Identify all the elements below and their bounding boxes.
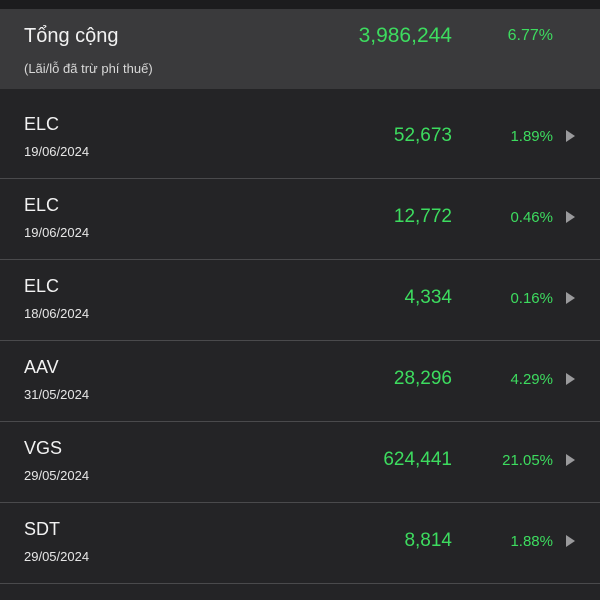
trade-row[interactable]: ELC 19/06/2024 52,673 1.89%: [0, 98, 600, 179]
chevron[interactable]: [566, 373, 575, 385]
profit-percent: 1.88%: [510, 533, 553, 550]
symbol: ELC: [24, 114, 60, 134]
date: 31/05/2024: [24, 387, 90, 402]
summary-title: Tổng cộng: [24, 25, 119, 47]
trade-row[interactable]: VGS 29/05/2024 624,441 21.05%: [0, 422, 600, 503]
profit-amount: 4,334: [404, 287, 452, 308]
chevron[interactable]: [566, 454, 575, 466]
date: 19/06/2024: [24, 144, 90, 159]
profit-percent: 1.89%: [510, 128, 553, 145]
chevron[interactable]: [566, 211, 575, 223]
profit-amount: 624,441: [383, 449, 452, 470]
profit-amount: 12,772: [393, 206, 452, 227]
profit-amount: 8,814: [404, 530, 452, 551]
top-bar: [0, 0, 600, 9]
summary-note: (Lãi/lỗ đã trừ phí thuế): [24, 61, 153, 76]
profit-percent: 0.46%: [510, 209, 553, 226]
summary: Tổng cộng (Lãi/lỗ đã trừ phí thuế) 3,986…: [0, 9, 600, 89]
profit-amount: 52,673: [393, 125, 452, 146]
profit-percent: 21.05%: [502, 452, 553, 469]
symbol: ELC: [24, 195, 60, 215]
symbol: ELC: [24, 276, 60, 296]
chevron[interactable]: [566, 535, 575, 547]
date: 29/05/2024: [24, 549, 90, 564]
trade-row[interactable]: ELC 19/06/2024 12,772 0.46%: [0, 179, 600, 260]
trade-row[interactable]: SDT 29/05/2024 8,814 1.88%: [0, 503, 600, 584]
profit-amount: 28,296: [393, 368, 452, 389]
symbol: AAV: [24, 357, 59, 377]
profit-percent: 4.29%: [510, 371, 553, 388]
chevron[interactable]: [566, 292, 575, 304]
summary-percent: 6.77%: [507, 27, 553, 44]
date: 19/06/2024: [24, 225, 90, 240]
chevron[interactable]: [566, 130, 575, 142]
trade-row[interactable]: ELC 18/06/2024 4,334 0.16%: [0, 260, 600, 341]
profit-percent: 0.16%: [510, 290, 553, 307]
date: 18/06/2024: [24, 306, 90, 321]
trade-row[interactable]: AAV 31/05/2024 28,296 4.29%: [0, 341, 600, 422]
symbol: VGS: [24, 438, 63, 458]
summary-total: 3,986,244: [358, 24, 452, 47]
symbol: SDT: [24, 519, 60, 539]
date: 29/05/2024: [24, 468, 90, 483]
